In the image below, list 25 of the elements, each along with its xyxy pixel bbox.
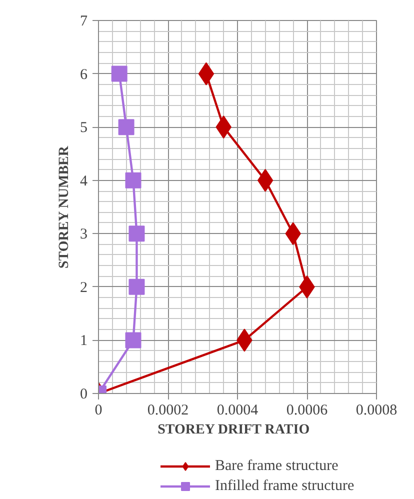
y-tick-label: 3	[80, 226, 88, 243]
x-axis-title: STOREY DRIFT RATIO	[158, 422, 310, 438]
point	[125, 172, 142, 188]
y-tick-label: 5	[80, 120, 88, 136]
legend-label: Infilled frame structure	[215, 478, 354, 494]
y-axis-title: STOREY NUMBER	[57, 145, 72, 269]
x-tick-label: 0.0006	[286, 402, 328, 418]
y-tick-label: 2	[80, 280, 88, 296]
point	[198, 62, 214, 86]
point	[118, 119, 134, 136]
point	[128, 226, 145, 242]
x-tick-label: 0	[94, 402, 102, 418]
point	[128, 278, 145, 295]
legend-label: Bare frame structure	[215, 458, 338, 474]
x-tick-label: 0.0002	[147, 402, 189, 418]
y-tick-label: 4	[80, 173, 88, 190]
y-tick-label: 7	[80, 14, 88, 30]
point	[125, 332, 142, 348]
y-tick-label: 1	[80, 333, 88, 350]
y-tick-label: 6	[80, 66, 88, 83]
point	[257, 168, 274, 192]
x-tick-label: 0.0008	[356, 402, 398, 418]
point	[111, 66, 128, 82]
x-tick-label: 0.0004	[216, 402, 259, 418]
y-tick-label: 0	[80, 386, 88, 402]
